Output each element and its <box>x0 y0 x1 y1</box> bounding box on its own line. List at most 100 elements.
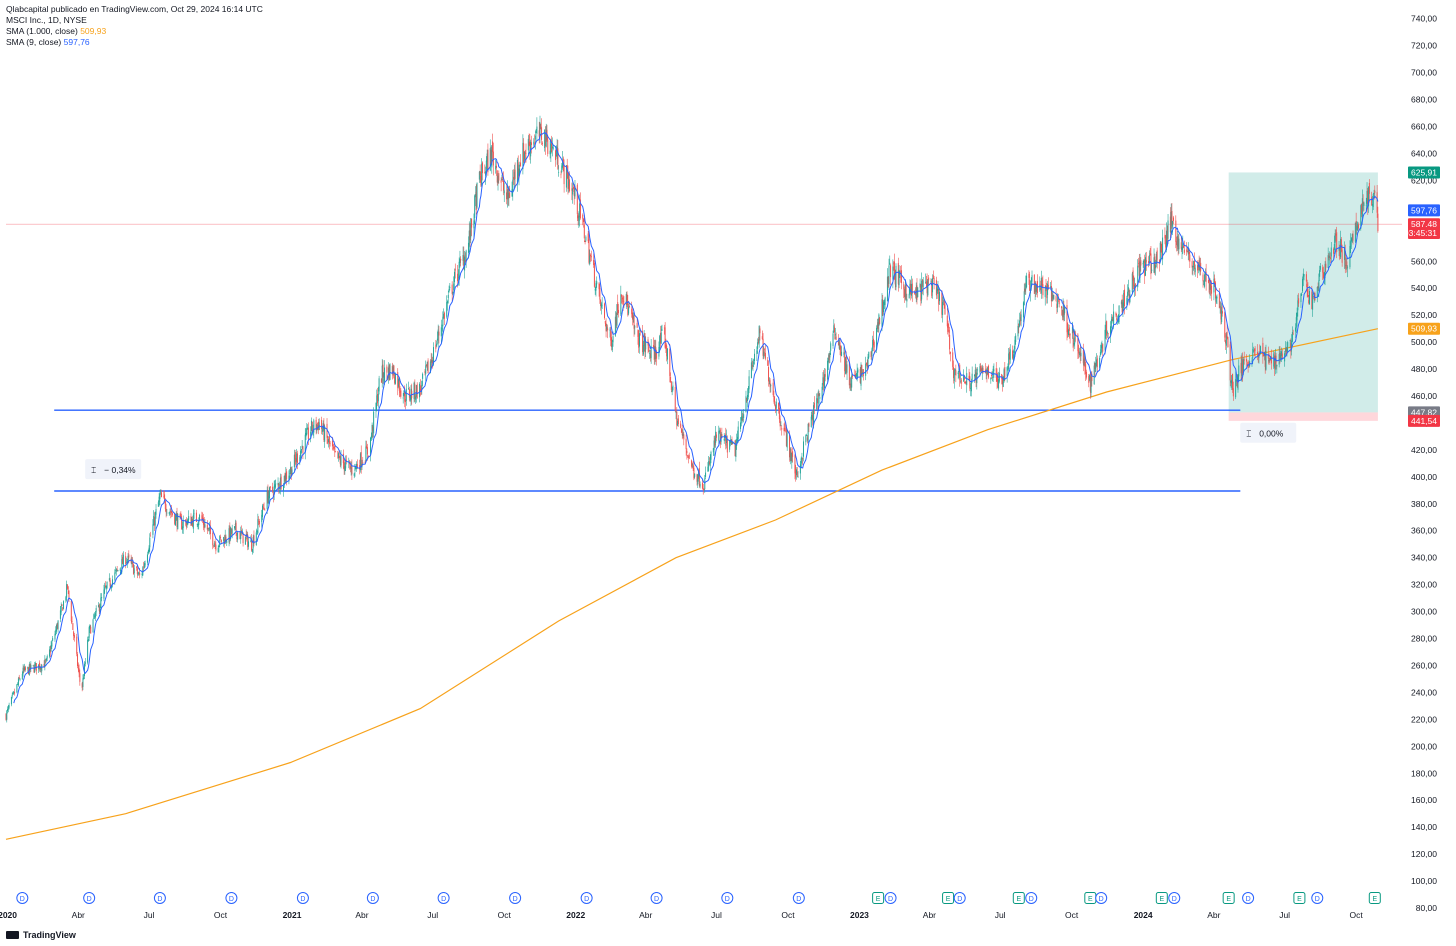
candle-body <box>1013 350 1015 354</box>
candle-body <box>148 547 150 553</box>
candle-body <box>1285 348 1287 355</box>
candle-body <box>599 288 601 300</box>
candle-body <box>506 192 508 200</box>
candle-body <box>740 422 742 429</box>
candle-body <box>849 384 851 385</box>
candle-body <box>1134 283 1136 288</box>
earnings-marker[interactable]: E <box>1084 892 1097 904</box>
candle-body <box>649 353 651 354</box>
candle-body <box>446 301 448 304</box>
candle-body <box>698 470 700 479</box>
dividend-marker[interactable]: D <box>580 892 593 904</box>
candle-body <box>705 472 707 477</box>
dividend-marker[interactable]: D <box>296 892 309 904</box>
candle-body <box>398 380 400 391</box>
candle-body <box>301 445 303 448</box>
price-tick-label: 720,00 <box>1411 41 1437 51</box>
candle-body <box>595 283 597 291</box>
candle-body <box>1204 273 1206 276</box>
candle-body <box>819 397 821 399</box>
candle-body <box>741 416 743 421</box>
measure-label: ⌶ − 0,34% <box>85 459 142 480</box>
candle-body <box>892 266 894 280</box>
candle-body <box>310 420 312 431</box>
candle-body <box>795 469 797 476</box>
candle-body <box>632 316 634 318</box>
candle-body <box>1042 284 1044 296</box>
candle-body <box>1230 380 1232 383</box>
dividend-marker[interactable]: D <box>83 892 96 904</box>
candle-body <box>681 429 683 436</box>
dividend-marker[interactable]: D <box>1095 892 1108 904</box>
candle-body <box>545 126 547 147</box>
dividend-marker[interactable]: D <box>1025 892 1038 904</box>
candle-body <box>35 663 37 671</box>
candle-body <box>939 291 941 302</box>
time-axis[interactable]: 2020 Abr Jul Oct 2021 Abr Jul Oct 2022 Abr Jul Oct 2… <box>0 910 1363 920</box>
candle-body <box>1051 291 1053 302</box>
candle-body <box>628 306 630 314</box>
ruler-icon: ⌶ <box>91 465 96 475</box>
candle-body <box>127 555 129 560</box>
dividend-marker[interactable]: D <box>953 892 966 904</box>
candle-body <box>1278 354 1280 365</box>
earnings-marker[interactable]: E <box>872 892 885 904</box>
earnings-marker[interactable]: E <box>1222 892 1235 904</box>
earnings-marker[interactable]: E <box>1012 892 1025 904</box>
dividend-marker[interactable]: D <box>792 892 805 904</box>
candle-body <box>449 286 451 288</box>
earnings-icon <box>1222 892 1235 904</box>
dividend-marker[interactable]: D <box>650 892 663 904</box>
candle-body <box>1291 340 1293 349</box>
earnings-marker[interactable]: E <box>942 892 955 904</box>
dividend-marker[interactable]: D <box>153 892 166 904</box>
dividend-marker[interactable]: D <box>1311 892 1324 904</box>
candles <box>5 115 1379 723</box>
price-tick-label: 340,00 <box>1411 553 1437 563</box>
candle-body <box>1339 251 1341 259</box>
price-axis[interactable]: 740,00 720,00 700,00 680,00 660,00 640,00 620,… <box>1411 14 1437 913</box>
candle-body <box>266 490 268 509</box>
tradingview-footer[interactable]: TradingView <box>6 930 76 940</box>
dividend-marker[interactable]: D <box>437 892 450 904</box>
candle-body <box>198 521 200 525</box>
candle-body <box>1019 320 1021 327</box>
candle-body <box>707 466 709 472</box>
sma-long-legend[interactable]: SMA (1.000, close) 509,93 <box>6 26 263 37</box>
symbol-label[interactable]: MSCI Inc., 1D, NYSE <box>6 15 87 25</box>
candle-body <box>1377 213 1379 232</box>
candle-body <box>1007 366 1009 367</box>
candle-body <box>1303 274 1305 277</box>
earnings-marker[interactable]: E <box>1155 892 1168 904</box>
candle-body <box>291 469 293 476</box>
candle-body <box>813 402 815 408</box>
candle-body <box>1197 265 1199 271</box>
dividend-marker[interactable]: D <box>721 892 734 904</box>
candle-body <box>57 620 59 629</box>
earnings-marker[interactable]: E <box>1293 892 1306 904</box>
dividend-marker[interactable]: D <box>1168 892 1181 904</box>
dividend-marker[interactable]: D <box>225 892 238 904</box>
candle-body <box>485 160 487 170</box>
sma-short-legend[interactable]: SMA (9, close) 597,76 <box>6 37 263 48</box>
dividend-marker[interactable]: D <box>509 892 522 904</box>
candle-body <box>121 558 123 573</box>
dividend-marker[interactable]: D <box>16 892 29 904</box>
candle-body <box>283 475 285 486</box>
candle-body <box>192 518 194 527</box>
candle-body <box>351 465 353 475</box>
dividend-marker[interactable]: D <box>884 892 897 904</box>
candle-body <box>1338 247 1340 251</box>
earnings-icon <box>942 892 955 904</box>
dividend-marker[interactable]: D <box>1242 892 1255 904</box>
candle-body <box>985 372 987 374</box>
earnings-marker[interactable]: E <box>1368 892 1381 904</box>
dividend-marker[interactable]: D <box>366 892 379 904</box>
candle-body <box>503 190 505 194</box>
candle-body <box>62 607 64 611</box>
candle-body <box>157 502 159 507</box>
candle-body <box>1204 274 1206 287</box>
candle-body <box>560 174 562 176</box>
